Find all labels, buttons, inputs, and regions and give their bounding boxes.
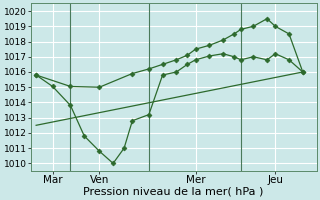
X-axis label: Pression niveau de la mer( hPa ): Pression niveau de la mer( hPa ) — [84, 187, 264, 197]
